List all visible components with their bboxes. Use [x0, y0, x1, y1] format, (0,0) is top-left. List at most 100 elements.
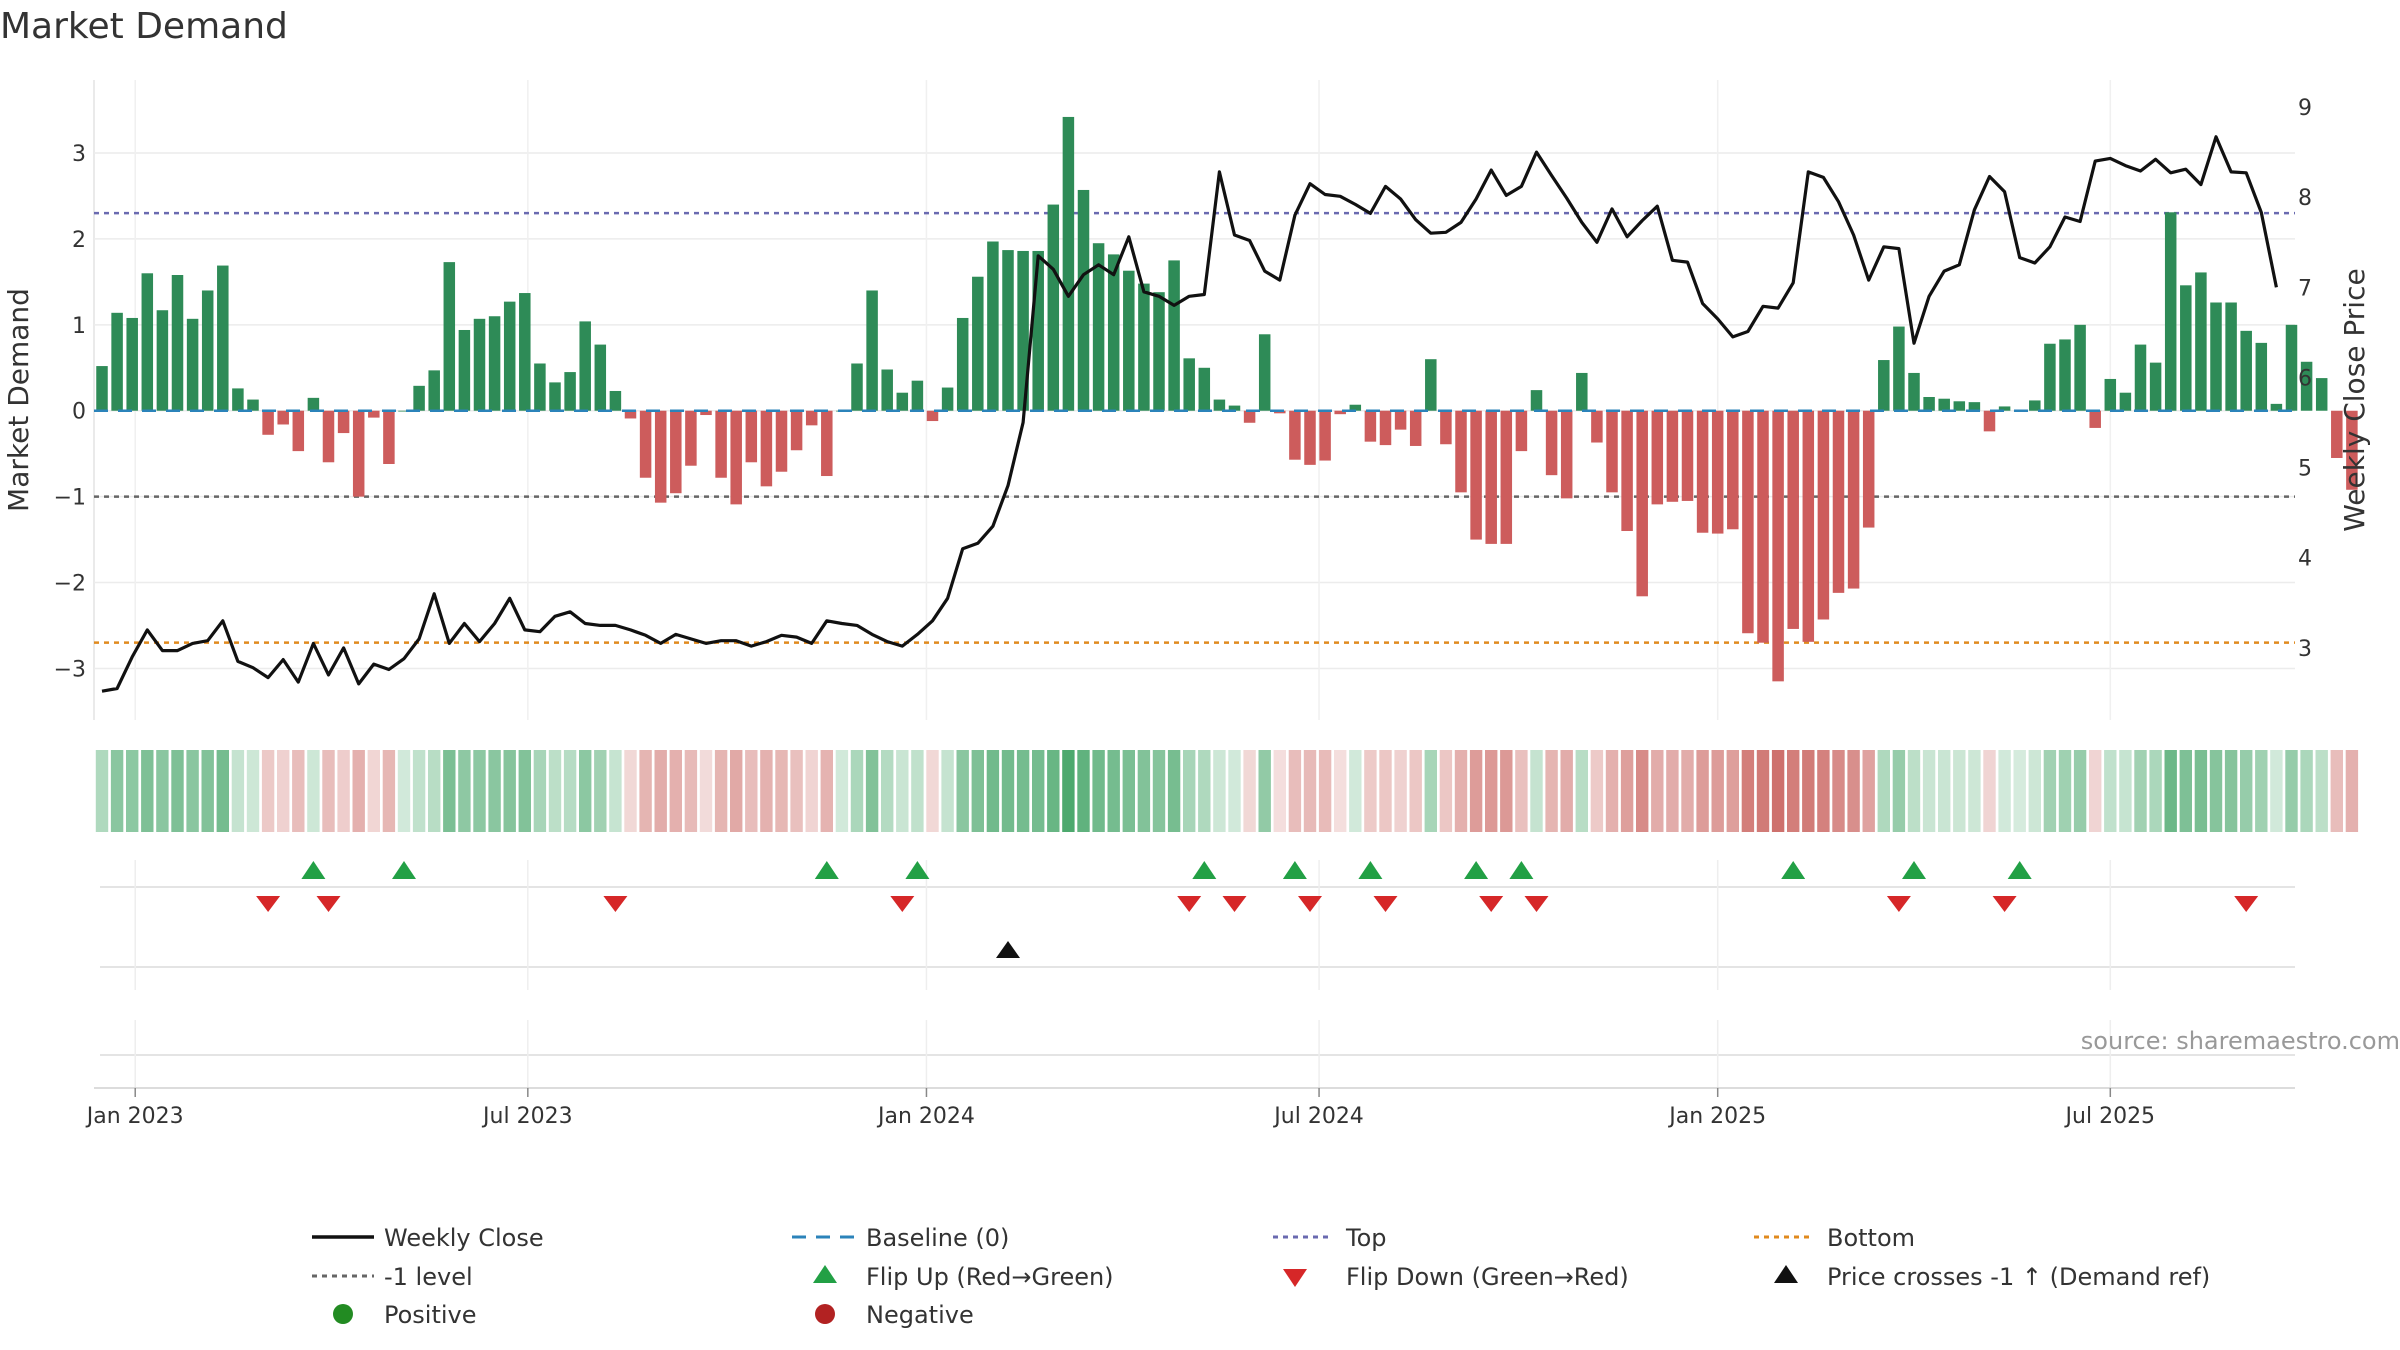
- strip-cell: [1394, 750, 1407, 832]
- demand-bar: [1017, 250, 1029, 411]
- demand-bar: [1802, 410, 1815, 642]
- strip-cell: [730, 750, 743, 832]
- strip-cell: [760, 750, 773, 832]
- intensity-strip: [95, 750, 2359, 832]
- demand-bar: [428, 370, 440, 411]
- legend-negative: Negative: [866, 1301, 974, 1329]
- strip-cell: [186, 750, 199, 832]
- strip-cell: [1832, 750, 1845, 832]
- signal-panel: [100, 860, 2295, 942]
- strip-cell: [1016, 750, 1030, 832]
- demand-bar: [247, 399, 259, 411]
- demand-bar: [1666, 410, 1679, 502]
- demand-bar: [1636, 410, 1648, 597]
- strip-cell: [110, 750, 124, 832]
- demand-bar: [670, 410, 682, 494]
- strip-cell: [1847, 750, 1860, 832]
- strip-cell: [1620, 750, 1634, 832]
- demand-bar: [322, 410, 335, 463]
- demand-bar: [2089, 410, 2101, 428]
- strip-cell: [1152, 750, 1166, 832]
- demand-bar: [624, 410, 637, 419]
- demand-bar: [1409, 410, 1422, 446]
- strip-cell: [1258, 750, 1271, 832]
- strip-cell: [820, 750, 833, 832]
- flip-up-marker: [814, 861, 839, 879]
- demand-bar: [1123, 270, 1135, 411]
- demand-bar: [2240, 330, 2252, 411]
- strip-cell: [367, 750, 380, 832]
- strip-cell: [835, 750, 849, 832]
- strip-cell: [775, 750, 788, 832]
- demand-bar: [1878, 360, 1890, 411]
- left-tick-label: 3: [72, 142, 86, 167]
- demand-bar: [2134, 344, 2147, 411]
- strip-cell: [1273, 750, 1286, 832]
- left-tick-label: −3: [54, 657, 86, 682]
- demand-bar: [2270, 403, 2283, 411]
- strip-cell: [2043, 750, 2057, 832]
- x-tick-label: Jul 2025: [2064, 1104, 2156, 1129]
- demand-bar: [1545, 410, 1558, 476]
- demand-bar: [277, 410, 289, 425]
- strip-cell: [1590, 750, 1604, 832]
- demand-bar: [1228, 405, 1241, 411]
- demand-bar: [1274, 410, 1286, 414]
- legend-flip-down-marker: [1283, 1269, 1307, 1287]
- strip-cell: [216, 750, 229, 832]
- flip-up-marker: [301, 861, 326, 879]
- right-tick-label: 9: [2298, 96, 2312, 121]
- demand-bar: [972, 276, 984, 411]
- demand-bar: [1062, 116, 1075, 411]
- strip-cell: [2073, 750, 2087, 832]
- strip-cell: [1167, 750, 1181, 832]
- strip-cell: [397, 750, 411, 832]
- strip-cell: [1787, 750, 1800, 832]
- demand-bar: [1681, 410, 1694, 501]
- strip-cell: [1334, 750, 1347, 832]
- strip-cell: [1424, 750, 1437, 832]
- demand-bar: [156, 310, 169, 411]
- strip-cell: [473, 750, 486, 832]
- demand-bar: [2285, 324, 2298, 411]
- demand-bar: [1847, 410, 1860, 589]
- demand-bar: [126, 317, 138, 411]
- weekly-close-line: [101, 135, 2278, 693]
- demand-bar: [1500, 410, 1513, 544]
- legend-negative-marker: [815, 1304, 835, 1324]
- strip-cell: [1077, 750, 1090, 832]
- strip-cell: [1318, 750, 1332, 832]
- strip-cell: [1726, 750, 1739, 832]
- strip-cell: [1530, 750, 1543, 832]
- strip-cell: [503, 750, 516, 832]
- strip-cell: [1756, 750, 1770, 832]
- left-tick-label: 2: [72, 228, 86, 253]
- price-cross-marker: [996, 941, 1020, 958]
- demand-bar: [1304, 410, 1316, 465]
- demand-bar: [2074, 324, 2086, 411]
- strip-cell: [1771, 750, 1785, 832]
- legend-flip-up-marker: [813, 1265, 837, 1283]
- strip-cell: [1515, 750, 1528, 832]
- x-tick-label: Jan 2024: [876, 1104, 975, 1129]
- strip-cell: [1485, 750, 1498, 832]
- flip-up-marker: [1464, 861, 1489, 879]
- strip-cell: [926, 750, 939, 832]
- flip-down-marker: [1298, 896, 1322, 912]
- strip-cell: [1545, 750, 1558, 832]
- strip-cell: [1711, 750, 1724, 832]
- demand-bar: [1455, 410, 1467, 493]
- demand-bar: [579, 321, 591, 411]
- strip-cell: [1198, 750, 1211, 832]
- strip-cell: [609, 750, 622, 832]
- strip-cell: [1500, 750, 1513, 832]
- demand-bar: [1591, 410, 1603, 443]
- demand-bar: [1289, 410, 1301, 460]
- strip-cell: [2194, 750, 2208, 832]
- flip-down-marker: [603, 896, 628, 912]
- strip-cell: [1968, 750, 1981, 832]
- strip-cell: [518, 750, 531, 832]
- demand-bar: [141, 273, 154, 411]
- demand-bar: [745, 410, 758, 463]
- strip-cell: [95, 750, 109, 832]
